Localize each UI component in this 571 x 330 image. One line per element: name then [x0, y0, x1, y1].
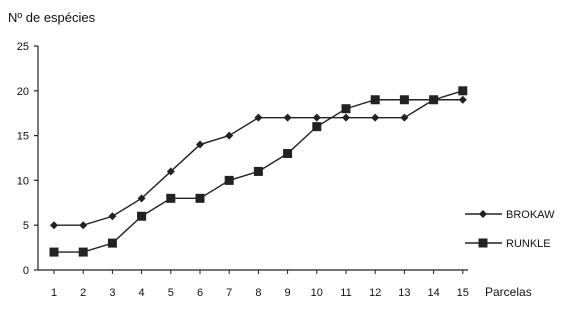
data-point-brokaw: [225, 131, 234, 140]
x-tick-label: 10: [311, 287, 323, 299]
y-tick-label: 25: [17, 41, 29, 53]
x-axis-title: Parcelas: [485, 285, 532, 299]
data-point-runkle: [341, 104, 351, 114]
data-point-brokaw: [400, 113, 409, 122]
x-tick-label: 13: [398, 287, 410, 299]
data-point-brokaw: [312, 113, 321, 122]
data-point-runkle: [49, 247, 59, 257]
legend-marker: [478, 238, 488, 248]
legend-marker: [479, 210, 487, 218]
x-tick-label: 9: [285, 287, 291, 299]
y-tick-label: 5: [23, 220, 29, 232]
legend-label: RUNKLE: [506, 238, 551, 250]
data-point-runkle: [429, 95, 439, 105]
y-axis-title: Nº de espécies: [8, 10, 96, 25]
data-point-brokaw: [342, 113, 350, 122]
y-tick-label: 0: [23, 265, 29, 277]
y-tick-group: 0 5 10 15 20 25: [17, 41, 38, 277]
data-point-runkle: [166, 193, 176, 203]
x-tick-label: 11: [340, 287, 351, 299]
x-tick-label: 15: [457, 287, 469, 299]
y-tick-label: 15: [17, 131, 29, 143]
x-tick-label: 8: [255, 287, 261, 299]
x-tick-label: 12: [369, 287, 381, 299]
y-tick-label: 20: [17, 86, 29, 98]
data-point-runkle: [78, 247, 88, 257]
data-point-brokaw: [166, 167, 175, 176]
x-tick-label: 6: [197, 287, 203, 299]
data-point-brokaw: [50, 221, 58, 230]
data-point-runkle: [137, 211, 147, 221]
legend-label: BROKAW: [506, 209, 555, 221]
x-tick-label: 7: [226, 287, 232, 299]
y-tick-label: 10: [17, 175, 29, 187]
data-point-runkle: [283, 149, 293, 159]
data-point-brokaw: [371, 113, 380, 122]
legend: BROKAW RUNKLE: [465, 209, 555, 250]
x-tick-group: 1 2 3 4 5 6 7 8 9 10 11 12 13 14 15: [51, 270, 469, 299]
data-point-runkle: [399, 95, 409, 105]
legend-item-runkle: RUNKLE: [465, 238, 551, 250]
data-point-runkle: [107, 238, 117, 248]
data-point-runkle: [312, 122, 322, 132]
data-point-runkle: [224, 175, 234, 185]
data-point-brokaw: [108, 212, 117, 221]
legend-item-brokaw: BROKAW: [465, 209, 555, 221]
series-layer: [49, 86, 468, 257]
series-brokaw: [50, 95, 467, 230]
x-tick-label: 4: [139, 287, 145, 299]
data-point-brokaw: [254, 113, 263, 122]
data-point-runkle: [458, 86, 468, 96]
data-point-runkle: [195, 193, 205, 203]
x-tick-label: 5: [168, 287, 174, 299]
data-point-brokaw: [458, 95, 467, 104]
x-tick-label: 1: [51, 287, 57, 299]
data-point-brokaw: [283, 113, 292, 122]
x-tick-label: 3: [109, 287, 115, 299]
data-point-brokaw: [196, 140, 204, 149]
x-tick-label: 2: [80, 287, 86, 299]
data-point-brokaw: [79, 221, 88, 230]
data-point-brokaw: [137, 194, 146, 203]
series-runkle: [49, 86, 468, 257]
data-point-runkle: [370, 95, 380, 105]
x-tick-label: 14: [427, 287, 439, 299]
data-point-runkle: [253, 166, 263, 176]
